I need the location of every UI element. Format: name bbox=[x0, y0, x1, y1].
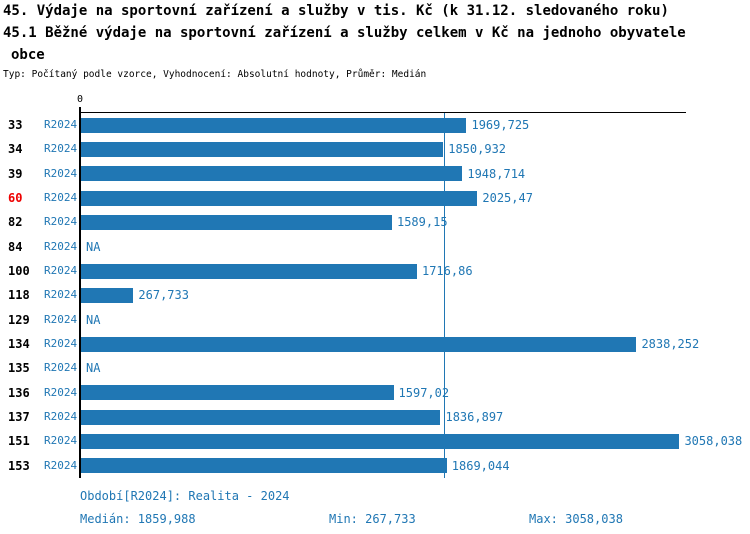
footer-min-stat: Min: 267,733 bbox=[329, 512, 416, 526]
chart-row: 129 R2024 NA bbox=[0, 308, 750, 332]
bar-value-label: 3058,038 bbox=[684, 434, 743, 449]
bar[interactable] bbox=[81, 385, 394, 401]
chart-row: 134 R2024 2838,252 bbox=[0, 332, 750, 356]
footer-period-label: Období[R2024]: Realita - 2024 bbox=[80, 489, 290, 503]
row-period-label: R2024 bbox=[44, 215, 78, 229]
x-axis-zero-tick-label: 0 bbox=[76, 94, 84, 105]
bar-value-label: 2025,47 bbox=[482, 191, 533, 206]
bar[interactable] bbox=[81, 336, 637, 352]
row-id-label: 135 bbox=[8, 361, 30, 376]
row-id-label: 60 bbox=[8, 191, 23, 206]
row-id-label: 82 bbox=[8, 215, 23, 230]
chart-row: 136 R2024 1597,02 bbox=[0, 381, 750, 405]
bar[interactable] bbox=[81, 214, 392, 230]
chart-row: 33 R2024 1969,725 bbox=[0, 113, 750, 137]
x-axis-line bbox=[80, 112, 686, 113]
bar-value-label: NA bbox=[86, 312, 101, 327]
row-id-label: 136 bbox=[8, 385, 30, 400]
chart-row: 34 R2024 1850,932 bbox=[0, 137, 750, 161]
chart-row: 153 R2024 1869,044 bbox=[0, 454, 750, 478]
row-id-label: 84 bbox=[8, 239, 23, 254]
bar-value-label: 1948,714 bbox=[467, 166, 526, 181]
bar-value-label: 1836,897 bbox=[445, 410, 504, 425]
bar[interactable] bbox=[81, 458, 447, 474]
bar-value-label: 1589,15 bbox=[396, 215, 448, 230]
row-period-label: R2024 bbox=[44, 458, 78, 472]
bar-value-label: 1716,86 bbox=[421, 264, 473, 279]
chart-row: 82 R2024 1589,15 bbox=[0, 210, 750, 234]
y-axis-line bbox=[79, 107, 81, 478]
chart-meta-line: Typ: Počítaný podle vzorce, Vyhodnocení:… bbox=[3, 69, 427, 80]
row-id-label: 34 bbox=[8, 142, 23, 157]
row-period-label: R2024 bbox=[44, 142, 78, 156]
footer-median-stat: Medián: 1859,988 bbox=[80, 512, 196, 526]
bar-chart-rows: 33 R2024 1969,725 34 R2024 1850,932 39 R… bbox=[0, 113, 750, 479]
row-id-label: 118 bbox=[8, 288, 30, 303]
chart-row: 100 R2024 1716,86 bbox=[0, 259, 750, 283]
row-id-label: 137 bbox=[8, 410, 30, 425]
bar[interactable] bbox=[81, 287, 134, 303]
row-period-label: R2024 bbox=[44, 239, 78, 253]
bar-value-label: NA bbox=[86, 239, 101, 254]
row-period-label: R2024 bbox=[44, 312, 78, 326]
bar[interactable] bbox=[81, 190, 478, 206]
chart-row: 39 R2024 1948,714 bbox=[0, 162, 750, 186]
bar-value-label: 1969,725 bbox=[471, 118, 530, 132]
bar[interactable] bbox=[81, 433, 680, 449]
row-id-label: 100 bbox=[8, 264, 30, 279]
footer-max-stat: Max: 3058,038 bbox=[529, 512, 623, 526]
chart-row: 135 R2024 NA bbox=[0, 356, 750, 380]
bar-value-label: 1597,02 bbox=[398, 385, 450, 400]
bar-value-label: 267,733 bbox=[138, 288, 189, 303]
row-period-label: R2024 bbox=[44, 166, 78, 180]
row-period-label: R2024 bbox=[44, 361, 78, 375]
row-period-label: R2024 bbox=[44, 288, 78, 302]
median-reference-line bbox=[444, 113, 445, 478]
bar[interactable] bbox=[81, 141, 444, 157]
bar[interactable] bbox=[81, 166, 463, 182]
bar[interactable] bbox=[81, 263, 417, 279]
chart-row: 151 R2024 3058,038 bbox=[0, 429, 750, 453]
chart-row: 118 R2024 267,733 bbox=[0, 283, 750, 307]
row-period-label: R2024 bbox=[44, 410, 78, 424]
bar-value-label: 1850,932 bbox=[448, 142, 507, 157]
chart-title-line2: 45.1 Běžné výdaje na sportovní zařízení … bbox=[3, 25, 686, 41]
row-id-label: 33 bbox=[8, 118, 23, 132]
bar-value-label: NA bbox=[86, 361, 101, 376]
row-id-label: 39 bbox=[8, 166, 23, 181]
chart-row: 84 R2024 NA bbox=[0, 235, 750, 259]
row-period-label: R2024 bbox=[44, 385, 78, 399]
row-period-label: R2024 bbox=[44, 337, 78, 351]
bar[interactable] bbox=[81, 409, 441, 425]
row-period-label: R2024 bbox=[44, 191, 78, 205]
chart-title-line3: obce bbox=[11, 47, 45, 63]
row-id-label: 153 bbox=[8, 458, 30, 473]
bar-value-label: 1869,044 bbox=[451, 458, 510, 473]
row-id-label: 151 bbox=[8, 434, 30, 449]
row-id-label: 129 bbox=[8, 312, 30, 327]
row-period-label: R2024 bbox=[44, 264, 78, 278]
bar-value-label: 2838,252 bbox=[641, 337, 700, 352]
chart-row: 60 R2024 2025,47 bbox=[0, 186, 750, 210]
bar[interactable] bbox=[81, 117, 467, 133]
chart-title-line1: 45. Výdaje na sportovní zařízení a služb… bbox=[3, 3, 669, 19]
row-period-label: R2024 bbox=[44, 118, 78, 131]
row-id-label: 134 bbox=[8, 337, 30, 352]
row-period-label: R2024 bbox=[44, 434, 78, 448]
chart-row: 137 R2024 1836,897 bbox=[0, 405, 750, 429]
